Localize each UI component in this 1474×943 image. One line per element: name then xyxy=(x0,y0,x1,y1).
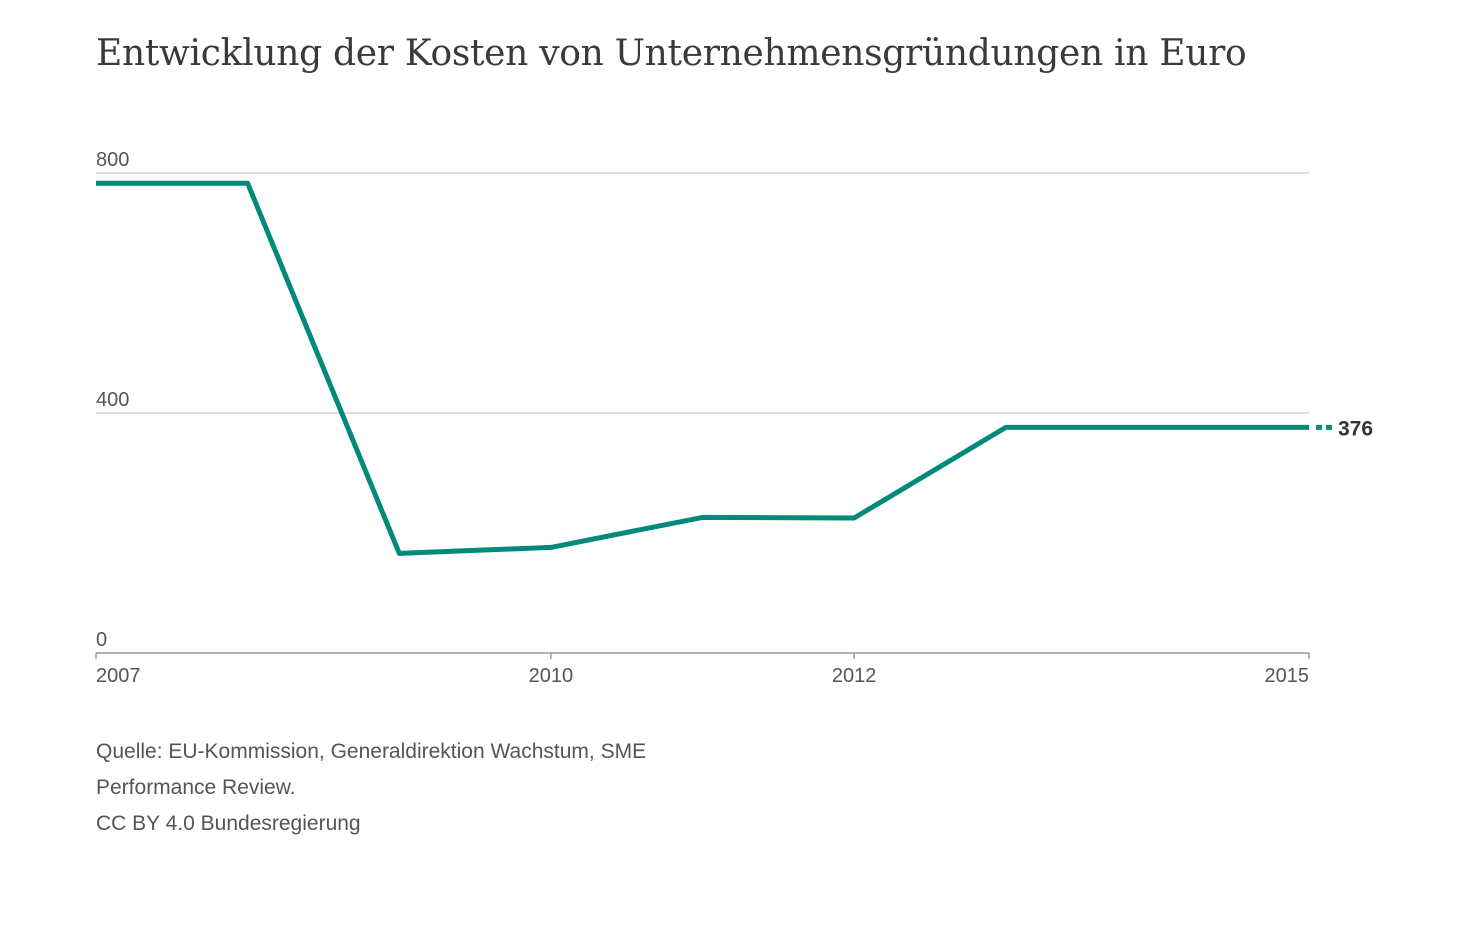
y-tick-label: 0 xyxy=(96,629,107,651)
end-value-label: 376 xyxy=(1338,417,1373,440)
chart-title: Entwicklung der Kosten von Unternehmensg… xyxy=(96,33,1247,74)
series-line-0 xyxy=(96,180,1309,556)
label-layer: 0 400 800 2007 2010 2012 2015 376 xyxy=(96,149,1373,687)
source-line-2: Performance Review. xyxy=(96,776,296,799)
y-tick-label: 400 xyxy=(96,389,129,411)
x-tick-label: 2012 xyxy=(832,665,877,687)
y-tick-label: 800 xyxy=(96,149,129,171)
source-note: Quelle: EU-Kommission, Generaldirektion … xyxy=(96,734,646,842)
series-layer xyxy=(96,180,1332,556)
grid-layer xyxy=(96,172,1309,414)
source-line-3: CC BY 4.0 Bundesregierung xyxy=(96,812,361,835)
x-tick-label: 2010 xyxy=(529,665,574,687)
axis-layer xyxy=(95,652,1310,659)
source-line-1: Quelle: EU-Kommission, Generaldirektion … xyxy=(96,740,647,763)
x-tick-label: 2007 xyxy=(96,665,141,687)
x-tick-label: 2015 xyxy=(1265,665,1310,687)
